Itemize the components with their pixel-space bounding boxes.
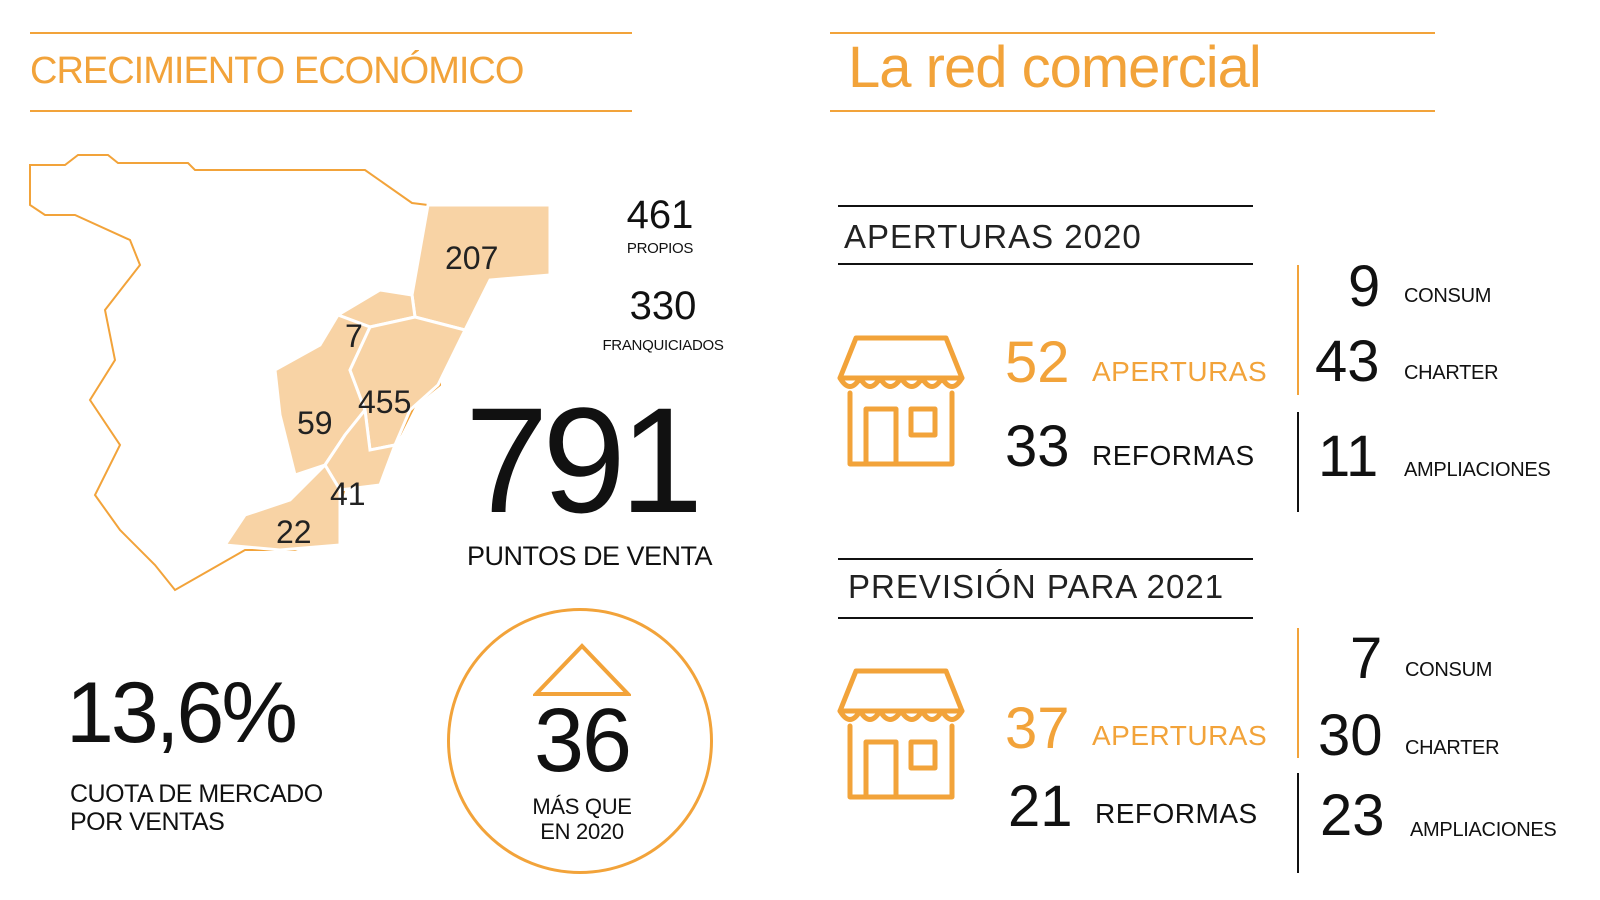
right-title-top-rule (830, 32, 1435, 34)
map-label-catalonia: 207 (445, 240, 499, 276)
growth-circle (447, 608, 713, 874)
aperturas-2020-consum-value: 9 (1348, 254, 1381, 319)
region-murcia (323, 406, 398, 492)
prevision-2021-ampliaciones-label: AMPLIACIONES (1410, 819, 1557, 841)
right-title-bottom-rule (830, 110, 1435, 112)
aperturas-2020-top-rule (838, 205, 1253, 207)
prevision-2021-openings-value: 37 (1005, 696, 1070, 761)
franquiciados-label: FRANQUICIADOS (602, 337, 724, 354)
map-label-andalucia: 22 (276, 514, 312, 550)
total-points-value: 791 (465, 376, 703, 544)
left-title-top-rule (30, 32, 632, 34)
aperturas-2020-dark-divider (1297, 412, 1299, 512)
aperturas-2020-charter-label: CHARTER (1404, 362, 1499, 384)
propios-block: 461 PROPIOS (610, 193, 710, 257)
prevision-2021-reforms-value: 21 (1008, 774, 1073, 839)
franquiciados-block: 330 FRANQUICIADOS (590, 284, 736, 354)
market-share-label-line2: POR VENTAS (70, 808, 225, 836)
growth-label-line1: MÁS QUE (532, 794, 632, 819)
market-share-value: 13,6% (66, 665, 298, 761)
aperturas-2020-ampliaciones-label: AMPLIACIONES (1404, 459, 1551, 481)
prevision-2021-dark-divider (1297, 773, 1299, 873)
spain-map (29, 154, 552, 592)
aperturas-2020-bottom-rule (838, 263, 1253, 265)
prevision-2021-charter-label: CHARTER (1405, 737, 1500, 759)
prevision-2021-charter-value: 30 (1318, 703, 1383, 768)
aperturas-2020-consum-label: CONSUM (1404, 285, 1492, 307)
prevision-2021-ampliaciones-value: 23 (1320, 783, 1385, 848)
left-title-bottom-rule (30, 110, 632, 112)
aperturas-2020-ampliaciones-value: 11 (1318, 424, 1379, 489)
aperturas-2020-reforms-value: 33 (1005, 414, 1070, 479)
prevision-2021-top-rule (838, 558, 1253, 560)
franquiciados-value: 330 (629, 284, 697, 328)
aperturas-2020-heading: APERTURAS 2020 (844, 218, 1142, 255)
up-triangle-icon (533, 643, 631, 696)
growth-label-line2: EN 2020 (540, 819, 624, 844)
map-label-murcia: 41 (330, 476, 366, 512)
prevision-2021-consum-label: CONSUM (1405, 659, 1493, 681)
region-valencia (348, 315, 468, 452)
aperturas-2020-charter-value: 43 (1315, 329, 1380, 394)
prevision-2021-orange-divider (1297, 628, 1299, 758)
total-points-label: PUNTOS DE VENTA (467, 541, 713, 571)
prevision-2021-bottom-rule (838, 617, 1253, 619)
propios-value: 461 (626, 193, 694, 237)
aperturas-2020-orange-divider (1297, 265, 1299, 395)
map-label-aragon: 7 (345, 318, 363, 354)
region-andalucia (222, 462, 342, 552)
map-label-valencia: 455 (358, 384, 412, 420)
map-label-castilla: 59 (297, 405, 333, 441)
aperturas-2020-openings-value: 52 (1005, 330, 1070, 395)
left-section-title: CRECIMIENTO ECONÓMICO (30, 50, 524, 92)
growth-value: 36 (533, 691, 632, 791)
store-icon (837, 335, 965, 467)
prevision-2021-heading: PREVISIÓN PARA 2021 (848, 568, 1225, 605)
propios-label: PROPIOS (626, 240, 694, 257)
prevision-2021-reforms-label: REFORMAS (1095, 798, 1258, 829)
aperturas-2020-reforms-label: REFORMAS (1092, 440, 1255, 471)
prevision-2021-consum-value: 7 (1350, 626, 1383, 691)
market-share-label-line1: CUOTA DE MERCADO (70, 780, 323, 808)
store-icon (837, 668, 965, 800)
aperturas-2020-openings-label: APERTURAS (1092, 356, 1268, 387)
prevision-2021-openings-label: APERTURAS (1092, 720, 1268, 751)
right-section-title: La red comercial (848, 35, 1262, 100)
